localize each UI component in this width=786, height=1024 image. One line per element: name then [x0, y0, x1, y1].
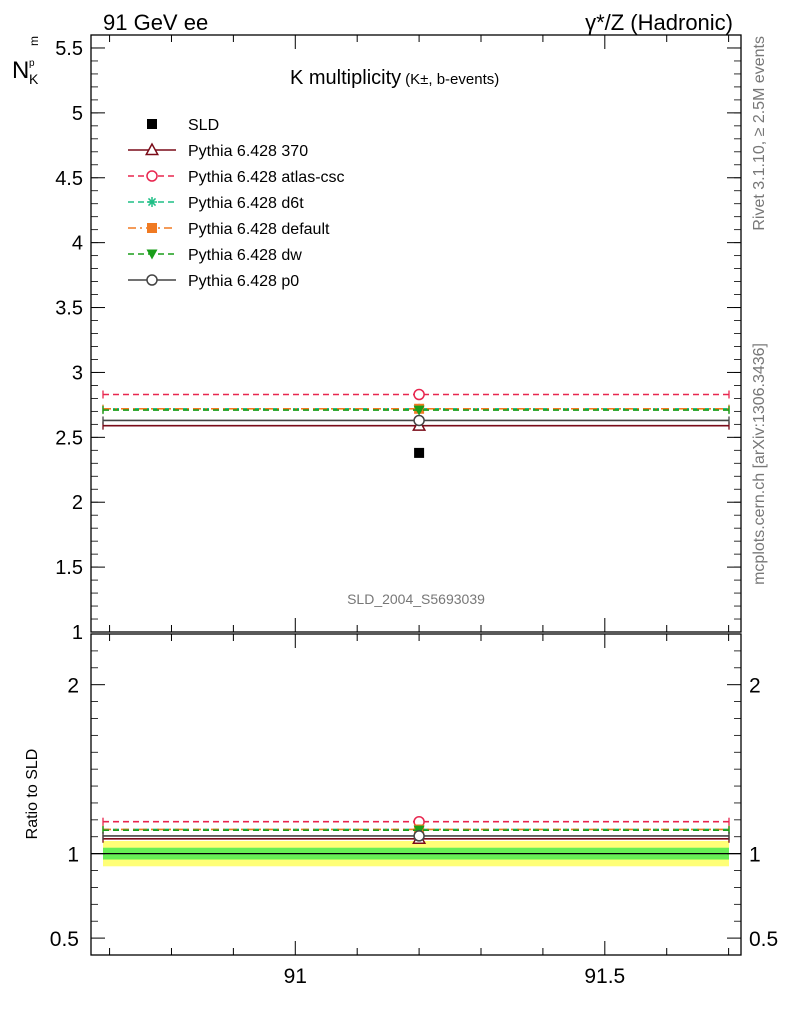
ratio-y-tick-label: 1: [67, 844, 79, 867]
legend-marker: [146, 170, 158, 182]
rivet-version-label: Rivet 3.1.10, ≥ 2.5M events: [751, 36, 768, 231]
ratio-y-axis-label: Ratio to SLD: [24, 749, 41, 840]
ratio-y-tick-label-right: 2: [749, 675, 761, 698]
ratio-series-pythia-6-428-p0: [102, 830, 730, 842]
data-point: [413, 388, 425, 401]
legend-entry: Pythia 6.428 dw: [128, 247, 302, 264]
mcplots-reference-label: mcplots.cern.ch [arXiv:1306.3436]: [751, 343, 768, 585]
y-tick-label: 1.5: [55, 557, 83, 579]
legend-marker: [146, 274, 158, 286]
ratio-plot-frame: [90, 633, 742, 956]
legend-label: Pythia 6.428 atlas-csc: [188, 169, 345, 186]
y-tick-label: 4.5: [55, 168, 83, 190]
chart-title: K multiplicity (K±, b-events): [290, 67, 499, 89]
y-tick-label: 4: [72, 233, 83, 255]
y-tick-label: 3: [72, 362, 83, 384]
y-tick-label: 5: [72, 103, 83, 125]
series-pythia-6-428-p0: [102, 414, 730, 427]
legend-entry: Pythia 6.428 default: [128, 221, 330, 238]
legend-marker: [147, 119, 157, 129]
legend-entry: Pythia 6.428 d6t: [128, 195, 304, 212]
ratio-plot: 0.5 0.5 1 1 2 2 91 91.5: [50, 633, 778, 988]
y-axis-label-main: N: [12, 57, 29, 84]
legend-entry: Pythia 6.428 p0: [128, 273, 299, 290]
y-axis-label-sub2: m: [27, 36, 41, 46]
x-tick-label: 91: [284, 965, 307, 988]
y-tick-label: 2: [72, 492, 83, 514]
legend-label: Pythia 6.428 dw: [188, 247, 302, 264]
legend-marker: [147, 197, 157, 207]
analysis-id-label: SLD_2004_S5693039: [347, 591, 485, 607]
header-left-label: 91 GeV ee: [103, 10, 208, 35]
y-axis-label: N p K m: [12, 36, 41, 87]
series-pythia-6-428-atlas-csc: [102, 388, 730, 401]
y-tick-label: 2.5: [55, 427, 83, 449]
legend-marker: [144, 142, 160, 156]
legend: SLD Pythia 6.428 370 Pythia 6.428 atlas-cs…: [128, 117, 345, 290]
y-tick-label: 5.5: [55, 38, 83, 60]
legend-label: Pythia 6.428 default: [188, 221, 330, 238]
ratio-y-tick-label: 2: [67, 675, 79, 698]
legend-marker: [146, 249, 158, 260]
legend-entry: SLD: [147, 117, 219, 134]
legend-label: Pythia 6.428 p0: [188, 273, 299, 290]
legend-entry: Pythia 6.428 370: [128, 142, 308, 160]
y-axis-label-sub: K: [29, 71, 39, 87]
data-point: [413, 414, 425, 427]
legend-label: Pythia 6.428 370: [188, 143, 308, 160]
data-point: [414, 447, 425, 458]
ratio-y-tick-label-right: 1: [749, 844, 761, 867]
legend-label: Pythia 6.428 d6t: [188, 195, 304, 212]
y-axis-label-sup: p: [29, 58, 35, 69]
series-sld: [414, 447, 425, 458]
series-pythia-6-428-dw: [102, 405, 730, 416]
data-point: [413, 405, 425, 416]
y-tick-label: 3.5: [55, 298, 83, 320]
header-right-label: γ*/Z (Hadronic): [585, 10, 733, 35]
legend-label: SLD: [188, 117, 219, 134]
ratio-y-tick-label: 0.5: [50, 928, 79, 951]
legend-marker: [147, 223, 157, 233]
x-tick-label: 91.5: [584, 965, 625, 988]
ratio-data-point: [413, 830, 425, 842]
y-tick-label: 1: [72, 622, 83, 644]
main-plot: 1 1.5 2 2.5 3 3.5 4 4.5 5 5.5: [55, 34, 742, 644]
legend-entry: Pythia 6.428 atlas-csc: [128, 169, 345, 186]
ratio-y-tick-label-right: 0.5: [749, 928, 778, 951]
